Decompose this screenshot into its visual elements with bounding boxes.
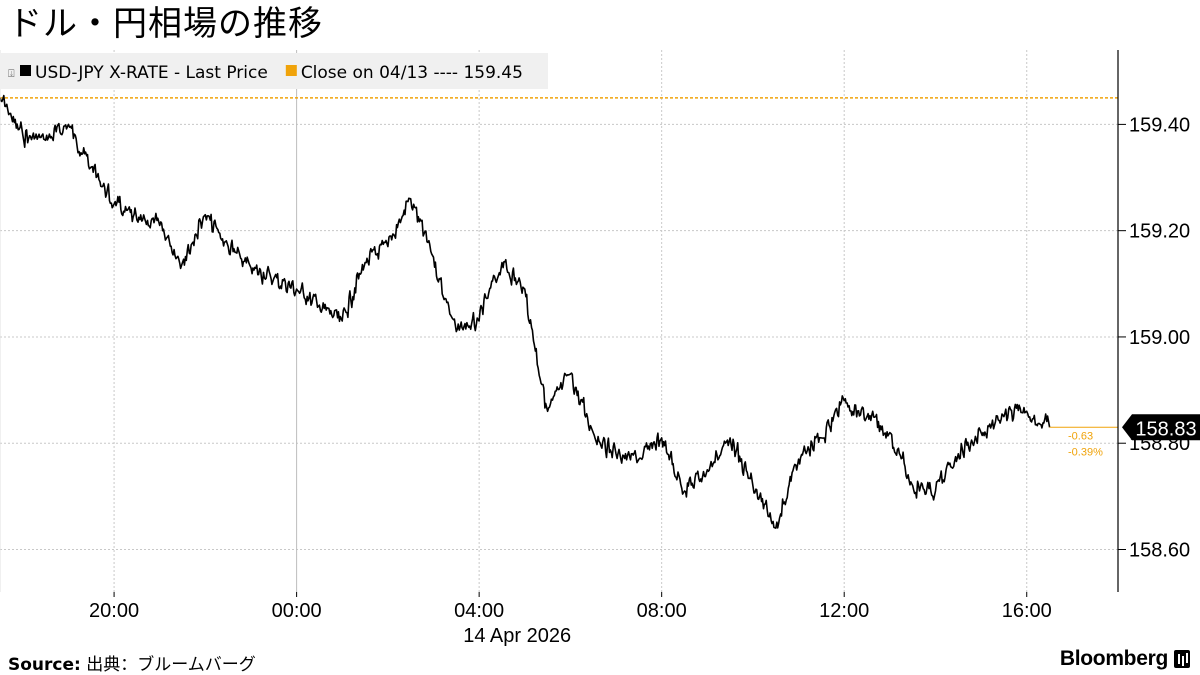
y-tick-label: 158.80 xyxy=(1129,433,1190,455)
legend-swatch xyxy=(20,65,31,76)
series-layer: 158.83 -0.63 -0.39% xyxy=(0,94,1200,529)
last-price-label: 158.83 xyxy=(1135,418,1196,440)
legend-pin-icon: ⍗ xyxy=(8,67,15,80)
y-tick-label: 159.40 xyxy=(1129,114,1190,136)
axis-layer: 158.60 158.80 159.00 159.20 159.40 20:00 00:00… xyxy=(0,50,1190,647)
y-tick-label: 158.60 xyxy=(1129,539,1190,561)
x-tick-label: 04:00 xyxy=(454,600,504,622)
source-label: Source: xyxy=(8,655,81,675)
x-tick-label: 12:00 xyxy=(819,600,869,622)
legend: ⍗ USD-JPY X-RATE - Last Price Close on 04/… xyxy=(0,53,548,89)
usdjpy-price-line xyxy=(0,94,1051,529)
legend-label: USD-JPY X-RATE - Last Price xyxy=(35,63,268,83)
last-price-tag xyxy=(1122,414,1200,441)
brand-logo: Bloomberg xyxy=(1060,647,1190,671)
brand-name: Bloomberg xyxy=(1059,647,1168,670)
x-tick-label: 08:00 xyxy=(637,600,687,622)
x-date-label: 14 Apr 2026 xyxy=(463,625,571,647)
y-tick-label: 159.00 xyxy=(1129,327,1190,349)
legend-swatch xyxy=(285,65,297,76)
change-pct-label: -0.39% xyxy=(1068,446,1103,458)
grid-layer xyxy=(0,50,1118,592)
change-label: -0.63 xyxy=(1068,430,1093,442)
source-note: Source: 出典：ブルームバーグ xyxy=(8,650,256,675)
chart-title: ドル・円相場の推移 xyxy=(8,4,323,44)
x-tick-label: 20:00 xyxy=(89,600,139,622)
bloomberg-terminal-icon xyxy=(1174,650,1190,668)
x-tick-label: 16:00 xyxy=(1002,600,1052,622)
y-tick-label: 159.20 xyxy=(1129,221,1190,243)
x-tick-label: 00:00 xyxy=(272,600,322,622)
legend-label: Close on 04/13 ---- 159.45 xyxy=(301,63,523,83)
source-text: 出典：ブルームバーグ xyxy=(80,655,256,675)
legend-background xyxy=(0,53,548,89)
